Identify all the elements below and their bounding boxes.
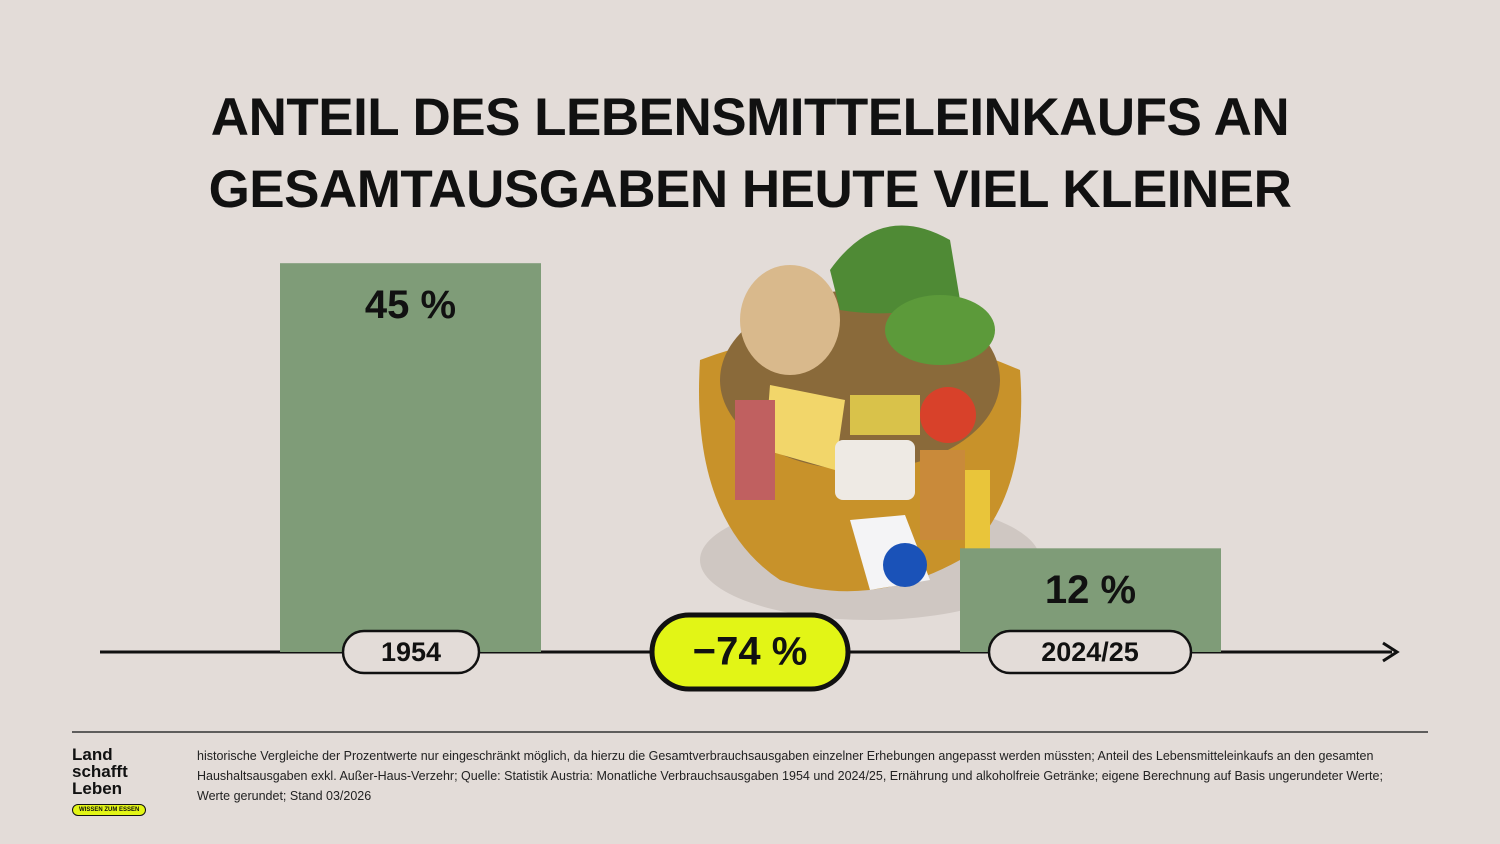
change-label: −74 %: [693, 630, 808, 674]
value-label: 12 %: [1045, 568, 1136, 612]
logo-text: Land: [72, 745, 113, 764]
bar: [280, 263, 541, 652]
x-tick-label: 1954: [381, 637, 441, 667]
category-pill: [341, 629, 481, 675]
axis-arrow: [1382, 641, 1400, 663]
grocery-bag-illustration: [699, 225, 1040, 620]
chart-title: ANTEIL DES LEBENSMITTELEINKAUFS AN GESAM…: [208, 88, 1292, 219]
category-pill: [987, 629, 1193, 675]
logo-text: schafft: [72, 762, 128, 781]
x-tick-label: 2024/25: [1041, 637, 1139, 667]
logo: Land schafft Leben WISSEN ZUM ESSEN: [72, 745, 147, 816]
value-label: 45 %: [365, 283, 456, 327]
logo-tagline: WISSEN ZUM ESSEN: [72, 804, 147, 816]
footnote: historische Vergleiche der Prozentwerte …: [197, 749, 1383, 803]
change-pill: [649, 612, 851, 692]
logo-text: Leben: [72, 779, 123, 798]
